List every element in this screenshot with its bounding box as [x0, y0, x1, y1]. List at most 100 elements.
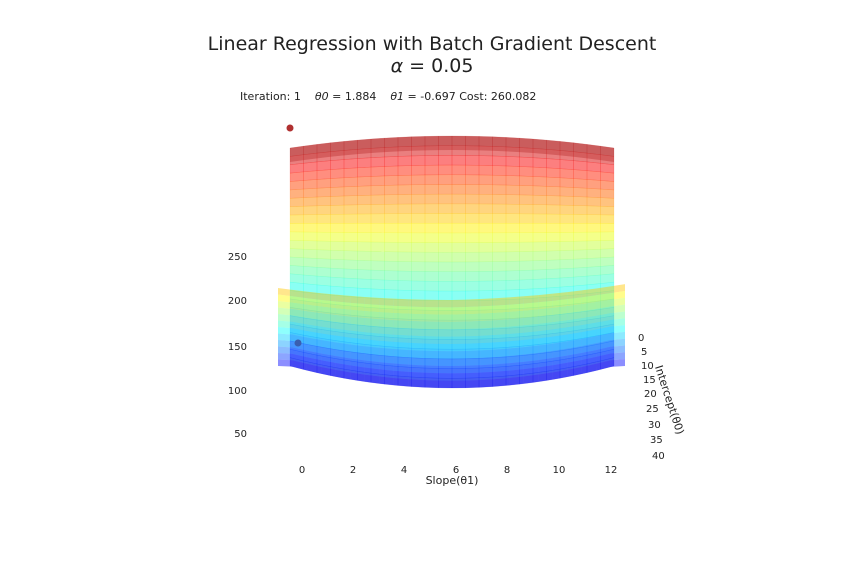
surface-patch — [370, 194, 385, 205]
band-patch — [494, 370, 510, 380]
surface-patch — [384, 279, 399, 291]
band-patch — [596, 313, 611, 323]
surface-patch — [303, 223, 318, 233]
band-patch — [552, 355, 568, 366]
band-patch — [350, 365, 365, 375]
band-patch — [379, 312, 394, 321]
band-patch — [480, 305, 495, 314]
surface-patch — [303, 205, 318, 216]
band-patch — [494, 297, 510, 306]
surface-patch — [465, 271, 480, 282]
surface-patch — [505, 232, 520, 243]
band-patch — [422, 365, 438, 374]
band-patch — [350, 337, 365, 347]
band-patch — [581, 329, 597, 340]
surface-patch — [546, 277, 561, 289]
surface-patch — [370, 251, 385, 262]
surface-patch — [438, 242, 453, 253]
surface-patch — [424, 174, 439, 185]
y-tick-label: 40 — [652, 451, 665, 462]
surface-patch — [357, 223, 372, 233]
band-patch — [422, 306, 438, 315]
surface-patch — [316, 223, 331, 233]
projected-point — [294, 339, 302, 347]
surface-rim — [290, 136, 614, 162]
surface-patch — [505, 194, 520, 205]
band-patch — [306, 337, 322, 347]
band-patch — [509, 325, 524, 334]
surface-patch — [424, 280, 439, 292]
surface-patch — [289, 239, 304, 250]
surface-patch — [438, 213, 453, 224]
surface-patch — [492, 242, 507, 253]
band-patch — [567, 304, 582, 314]
surface-patch — [316, 205, 331, 215]
surface-patch — [343, 176, 358, 188]
band-patch — [278, 340, 293, 348]
surface-patch — [600, 205, 615, 216]
band-patch — [321, 340, 336, 350]
band-patch — [364, 353, 380, 363]
surface-patch — [424, 164, 439, 176]
surface-patch — [289, 205, 304, 216]
band-patch — [278, 333, 293, 342]
band-patch — [480, 379, 495, 388]
surface-patch — [330, 258, 345, 270]
surface-patch — [600, 273, 615, 284]
surface-patch — [411, 194, 426, 205]
surface-patch — [532, 194, 547, 206]
band-patch — [465, 343, 481, 352]
band-patch — [509, 296, 524, 305]
band-patch — [465, 357, 481, 366]
band-patch — [451, 299, 466, 308]
surface-patch — [343, 186, 358, 197]
band-patch — [379, 347, 394, 357]
band-patch — [408, 342, 423, 351]
surface-patch — [465, 232, 480, 243]
band-patch — [494, 348, 510, 358]
band-patch — [480, 327, 495, 336]
band-patch — [379, 326, 394, 335]
band-patch — [278, 346, 293, 354]
surface-patch — [303, 179, 318, 190]
band-patch — [364, 332, 380, 341]
band-patch — [292, 321, 307, 332]
band-patch — [292, 302, 307, 312]
surface-patch — [492, 261, 507, 272]
surface-patch — [411, 174, 426, 186]
surface-patch — [532, 241, 547, 252]
surface-patch — [438, 184, 453, 195]
surface-patch — [424, 251, 439, 263]
surface-patch — [370, 213, 385, 224]
surface-patch — [451, 184, 466, 195]
surface-patch — [330, 232, 345, 242]
band-patch — [350, 309, 365, 319]
surface-patch — [465, 203, 480, 214]
band-patch — [451, 336, 466, 344]
band-patch — [581, 308, 597, 319]
surface-patch — [316, 187, 331, 198]
band-patch — [393, 341, 409, 351]
band-patch — [596, 326, 611, 337]
surface-patch — [600, 231, 615, 241]
surface-patch — [330, 159, 345, 170]
surface-patch — [316, 178, 331, 189]
band-patch — [437, 307, 452, 315]
surface-patch — [478, 222, 493, 234]
surface-patch — [600, 223, 615, 233]
band-patch — [306, 298, 322, 307]
band-patch — [393, 305, 409, 314]
chart-subtitle: α = 0.05 — [0, 55, 864, 77]
band-patch — [494, 326, 510, 336]
surface-patch — [573, 249, 588, 260]
band-patch — [523, 302, 539, 311]
band-patch — [292, 360, 307, 371]
band-patch — [523, 331, 539, 340]
band-patch — [596, 319, 611, 330]
band-patch — [292, 353, 307, 364]
surface-patch — [451, 261, 466, 272]
band-patch — [422, 372, 438, 381]
surface-patch — [411, 155, 426, 166]
surface-patch — [492, 251, 507, 262]
surface-patch — [397, 165, 412, 176]
